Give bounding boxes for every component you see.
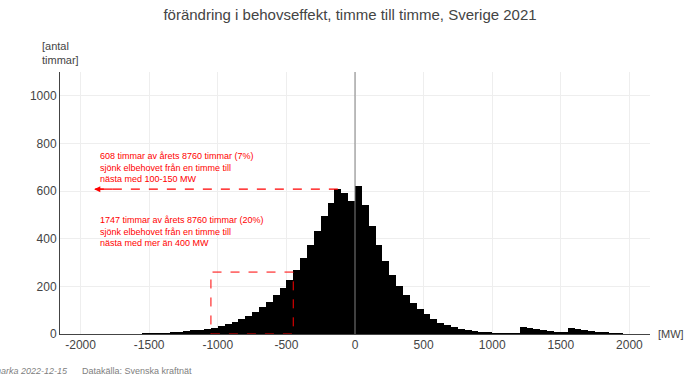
svg-text:Datakälla: Svenska kraftnät: Datakälla: Svenska kraftnät [82,366,192,376]
svg-text:608 timmar av årets 8760 timma: 608 timmar av årets 8760 timmar (7%)sjön… [100,151,254,184]
svg-text:[antaltimmar]: [antaltimmar] [42,40,79,66]
svg-text:1000: 1000 [479,338,506,352]
svg-text:2000: 2000 [616,338,643,352]
svg-text:600: 600 [37,184,57,198]
svg-text:1747 timmar av årets 8760 timm: 1747 timmar av årets 8760 timmar (20%)sj… [100,215,264,248]
svg-text:-1000: -1000 [202,338,233,352]
svg-text:0: 0 [50,327,57,341]
svg-text:1500: 1500 [547,338,574,352]
svg-text:400: 400 [37,232,57,246]
svg-text:[MW]: [MW] [658,328,684,340]
svg-text:-1500: -1500 [134,338,165,352]
svg-text:harka 2022-12-15: harka 2022-12-15 [0,366,68,376]
svg-text:0: 0 [352,338,359,352]
svg-text:200: 200 [37,280,57,294]
svg-text:-500: -500 [274,338,298,352]
svg-text:förändring i behovseffekt, tim: förändring i behovseffekt, timme till ti… [163,6,536,23]
svg-text:800: 800 [37,137,57,151]
svg-text:-2000: -2000 [65,338,96,352]
svg-text:500: 500 [414,338,434,352]
svg-text:1000: 1000 [30,89,57,103]
